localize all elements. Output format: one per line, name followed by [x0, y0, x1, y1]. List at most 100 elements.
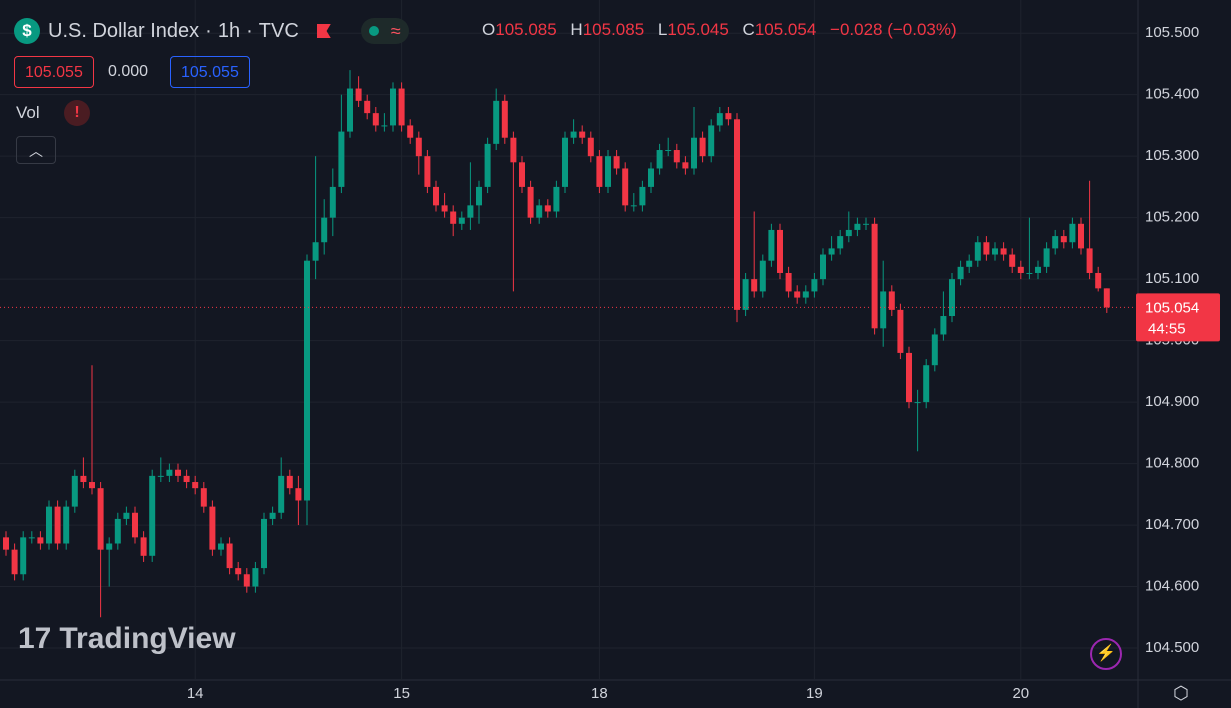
candle-body: [923, 365, 930, 403]
candle-body: [802, 291, 809, 298]
candle-body: [742, 279, 749, 310]
candle-body: [734, 119, 740, 310]
collapse-button[interactable]: ︿: [16, 136, 56, 164]
status-pill[interactable]: ≈: [360, 18, 409, 44]
candle-body: [1035, 266, 1041, 273]
candle-body: [1043, 248, 1050, 267]
y-tick-label: 104.500: [1145, 639, 1199, 656]
candle-body: [166, 469, 173, 476]
candle-body: [106, 543, 113, 550]
logo-text: TradingView: [59, 622, 236, 655]
bid-button[interactable]: 105.055: [14, 56, 94, 88]
candle-body: [433, 186, 439, 206]
candle-body: [424, 156, 431, 187]
candle-body: [579, 131, 586, 138]
l-label: L: [657, 20, 668, 39]
candle-body: [888, 291, 895, 310]
candle-body: [304, 260, 310, 501]
h-value: 105.085: [582, 20, 645, 39]
logo: 17 TradingView: [18, 622, 236, 655]
candle-body: [63, 506, 70, 544]
candle-body: [777, 229, 783, 273]
candle-body: [364, 100, 371, 114]
candle-body: [510, 137, 517, 163]
candle-body: [312, 242, 319, 261]
y-tick-label: 104.900: [1145, 393, 1199, 410]
y-tick-label: 105.300: [1145, 147, 1199, 164]
candle-body: [209, 506, 216, 550]
candle-body: [157, 475, 164, 477]
candle-body: [278, 475, 285, 513]
candle-body: [1103, 288, 1110, 308]
candle-body: [716, 113, 723, 126]
candle-body: [785, 272, 792, 292]
candle-body: [639, 186, 646, 206]
candle-body: [1026, 272, 1033, 274]
c-value: 105.054: [754, 20, 817, 39]
l-value: 105.045: [667, 20, 729, 39]
candle-body: [390, 88, 396, 126]
symbol-header: $ U.S. Dollar Index · 1h · TVC ≈: [14, 18, 409, 44]
symbol-icon: $: [14, 18, 40, 44]
candle-body: [828, 248, 835, 255]
candle-body: [811, 279, 818, 292]
y-tick-label: 105.400: [1145, 86, 1199, 103]
candle-body: [751, 279, 758, 292]
candle-body: [493, 100, 500, 144]
candle-body: [1078, 223, 1084, 249]
candle-body: [1069, 223, 1076, 243]
o-label: O: [482, 20, 496, 39]
interval[interactable]: 1h: [217, 19, 241, 42]
warning-icon[interactable]: !: [64, 100, 90, 126]
change: −0.028 (−0.03%): [830, 20, 957, 39]
candle-body: [699, 137, 706, 157]
candle-body: [97, 488, 104, 550]
candle-body: [501, 100, 508, 138]
candle-body: [519, 162, 525, 187]
candle-body: [149, 475, 156, 556]
candle-body: [691, 137, 697, 169]
y-tick-label: 104.700: [1145, 516, 1199, 533]
candle-body: [321, 217, 328, 243]
ohlc-legend: O105.085 H105.085 L105.045 C105.054 −0.0…: [482, 20, 966, 40]
c-label: C: [742, 20, 755, 39]
candle-body: [407, 125, 414, 138]
settings-icon[interactable]: ⬡: [1173, 683, 1189, 703]
symbol-title: U.S. Dollar Index: [48, 19, 200, 42]
candle-body: [1060, 236, 1067, 243]
alert-icon[interactable]: ⚡: [1090, 638, 1122, 670]
candle-body: [656, 150, 663, 169]
countdown: 44:55: [1148, 320, 1186, 337]
candle-body: [871, 223, 878, 329]
candle-body: [347, 88, 353, 132]
ask-button[interactable]: 105.055: [170, 56, 250, 88]
candle-body: [286, 475, 293, 489]
candle-body: [372, 113, 379, 126]
last-price-label: 105.054: [1145, 299, 1199, 316]
candle-body: [28, 537, 35, 539]
candle-body: [450, 211, 457, 224]
candle-body: [906, 352, 912, 403]
candle-body: [725, 113, 732, 120]
candle-body: [1017, 266, 1024, 273]
candle-body: [269, 512, 276, 519]
candle-body: [940, 316, 947, 335]
o-value: 105.085: [495, 20, 557, 39]
candle-body: [175, 469, 181, 476]
candles: [3, 70, 1110, 618]
candle-body: [20, 537, 27, 575]
x-tick-label: 15: [393, 685, 410, 702]
x-tick-label: 20: [1012, 685, 1029, 702]
candle-body: [768, 229, 775, 261]
candle-body: [381, 125, 388, 127]
candle-body: [338, 131, 345, 187]
candle-body: [235, 568, 242, 575]
candle-body: [854, 223, 861, 230]
candle-body: [114, 518, 121, 544]
candle-body: [562, 137, 568, 187]
flag-icon[interactable]: [316, 24, 331, 38]
x-tick-label: 19: [806, 685, 823, 702]
candle-body: [54, 506, 61, 544]
candle-body: [1052, 236, 1059, 249]
